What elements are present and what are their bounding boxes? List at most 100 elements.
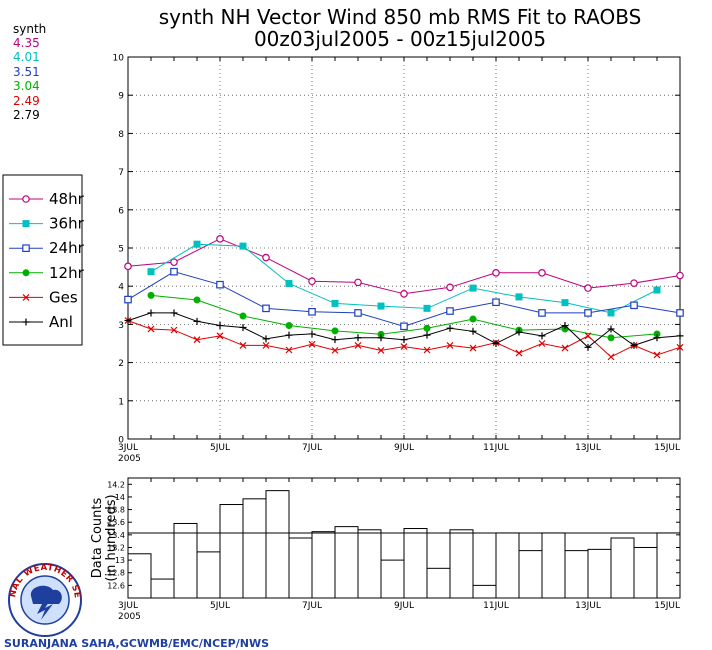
- y-tick-label: 2: [118, 359, 124, 369]
- data-point: [239, 312, 247, 320]
- x-tick-label: 5JUL: [210, 443, 230, 453]
- count-bar: [541, 532, 566, 599]
- data-point: [354, 334, 362, 342]
- stats-12hr: 3.04: [13, 79, 40, 93]
- count-bar: [610, 537, 635, 599]
- data-point: [285, 280, 293, 288]
- legend-marker: [22, 269, 30, 277]
- count-x-tick-label: 7JUL: [302, 601, 322, 611]
- data-point: [354, 341, 362, 349]
- data-point: [377, 302, 385, 310]
- data-point: [285, 346, 293, 354]
- data-point: [423, 331, 431, 339]
- data-point: [469, 327, 477, 335]
- data-point: [239, 242, 247, 250]
- x-tick-label: 13JUL: [575, 443, 601, 453]
- count-y-tick-label: 12.8: [107, 569, 125, 578]
- data-point: [193, 296, 201, 304]
- data-point: [446, 283, 454, 292]
- count-y-tick-label: 13.8: [107, 506, 125, 515]
- data-point: [124, 317, 132, 325]
- data-point: [170, 258, 178, 266]
- data-point: [377, 346, 385, 354]
- data-point: [262, 341, 270, 349]
- data-point: [354, 278, 362, 287]
- y-tick-label: 5: [118, 245, 124, 255]
- data-point: [469, 315, 477, 323]
- data-point: [216, 235, 224, 243]
- data-point: [239, 323, 247, 331]
- y-tick-label: 8: [118, 130, 124, 140]
- y-tick-label: 0: [118, 436, 124, 446]
- data-point: [400, 343, 408, 350]
- count-bar: [403, 528, 428, 599]
- data-point: [607, 334, 615, 342]
- legend-label: 24hr: [49, 239, 85, 257]
- data-point: [469, 284, 477, 292]
- data-point: [607, 309, 615, 317]
- data-point: [492, 269, 500, 277]
- data-point: [331, 336, 339, 344]
- data-point: [331, 346, 339, 354]
- data-point: [469, 344, 477, 352]
- y-tick-label: 3: [118, 321, 124, 331]
- data-point: [423, 346, 431, 354]
- count-bar: [242, 498, 267, 599]
- count-bar: [449, 529, 474, 599]
- series-48hr: [124, 235, 684, 298]
- count-y-tick-label: 13.4: [107, 531, 125, 540]
- data-point: [308, 330, 316, 338]
- data-point: [193, 317, 201, 325]
- data-point: [331, 299, 339, 307]
- data-point: [331, 327, 339, 335]
- data-point: [262, 335, 270, 343]
- count-x-tick-label: 13JUL: [575, 601, 601, 611]
- data-point: [653, 334, 661, 342]
- data-point: [653, 330, 661, 338]
- data-point: [400, 336, 408, 344]
- y-tick-label: 10: [113, 54, 125, 64]
- data-point: [239, 341, 247, 349]
- x-tick-label: 3JUL: [118, 443, 138, 453]
- x-tick-label: 9JUL: [394, 443, 414, 453]
- x-tick-label: 7JUL: [302, 443, 322, 453]
- x-tick-label: 11JUL: [483, 443, 509, 453]
- count-bar: [518, 550, 543, 599]
- credit-text: SURANJANA SAHA,GCWMB/EMC/NCEP/NWS: [4, 637, 269, 650]
- legend: 48hr 36hr 24hr 12hr Ges Anl: [2, 174, 85, 346]
- count-bar: [380, 559, 405, 599]
- data-point: [308, 307, 316, 316]
- data-point: [492, 298, 500, 307]
- data-point: [630, 341, 638, 349]
- data-point: [124, 295, 132, 304]
- count-bar: [288, 537, 313, 599]
- chart-title: synth NH Vector Wind 850 mb RMS Fit to R…: [159, 5, 642, 29]
- series-12hr: [147, 291, 661, 342]
- data-point: [262, 253, 270, 262]
- stats-label: synth: [13, 22, 46, 36]
- count-bar: [357, 529, 382, 599]
- data-point: [262, 304, 270, 313]
- count-y-label: Data Counts: [90, 498, 105, 579]
- data-point: [170, 309, 178, 317]
- data-point: [446, 341, 454, 349]
- series-anl: [124, 309, 684, 351]
- data-point: [308, 277, 316, 286]
- legend-label: 36hr: [49, 215, 85, 233]
- y-tick-label: 9: [118, 92, 124, 102]
- data-point: [607, 353, 615, 361]
- data-point: [607, 325, 615, 333]
- data-point: [676, 309, 684, 317]
- count-bar: [472, 584, 497, 599]
- x-tick-label: 15JUL: [654, 443, 680, 453]
- count-bars: [127, 490, 681, 599]
- y-tick-label: 7: [118, 168, 124, 178]
- count-bar: [426, 567, 451, 599]
- count-bar: [587, 548, 612, 599]
- data-point: [538, 332, 546, 340]
- count-x-year-label: 2005: [118, 612, 141, 622]
- data-point: [377, 334, 385, 342]
- data-point: [538, 309, 546, 317]
- y-tick-label: 4: [118, 283, 124, 293]
- legend-marker: [22, 195, 30, 203]
